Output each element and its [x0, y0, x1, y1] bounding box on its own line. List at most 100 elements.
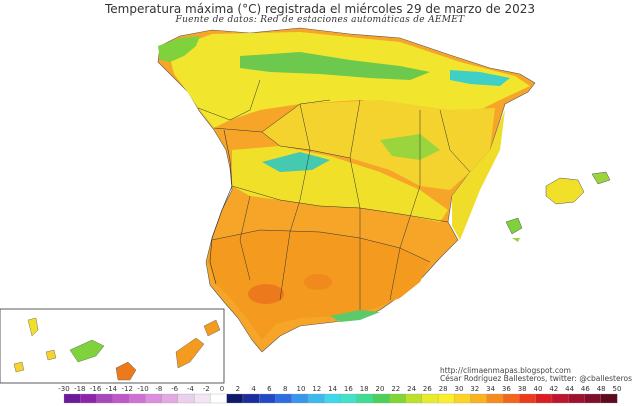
colorbar-segment [210, 393, 228, 404]
colorbar-tick-label: 12 [312, 385, 322, 393]
colorbar-segment [454, 393, 472, 404]
colorbar-tick-label: 24 [407, 385, 417, 393]
mallorca-island [545, 177, 585, 205]
colorbar-tick-label: 10 [296, 385, 306, 393]
colorbar-segment [177, 393, 195, 404]
colorbar-segment [584, 393, 602, 404]
colorbar-segment [372, 393, 390, 404]
lanzarote-island [203, 319, 221, 337]
colorbar-segment [470, 393, 488, 404]
fuerteventura-island [175, 337, 205, 369]
ibiza-island [505, 217, 523, 235]
colorbar-segment [389, 393, 407, 404]
colorbar-segment [535, 393, 553, 404]
colorbar-segment [80, 393, 97, 404]
colorbar-tick-label: 6 [267, 385, 272, 393]
iberico-green-zone [380, 134, 440, 160]
pyrenees-cyan-zone [450, 70, 510, 86]
jaen-hot-spot [304, 274, 332, 290]
cantabria-green-coast [240, 52, 430, 80]
colorbar-tick-label: 0 [219, 385, 225, 393]
colorbar-tick-label: 46 [580, 385, 590, 393]
east-coast-yellow [452, 110, 505, 240]
colorbar-tick-label: 8 [282, 385, 288, 393]
colorbar-segment [63, 393, 81, 404]
colorbar-tick-label: -10 [137, 385, 149, 393]
colorbar-tick-label: 50 [612, 385, 622, 393]
formentera-island [512, 238, 520, 242]
colorbar-tick-label: -30 [58, 385, 70, 393]
la-gomera-island [45, 349, 57, 361]
credits-url[interactable]: http://climaenmapas.blogspot.com [440, 366, 571, 375]
colorbar-segment [340, 393, 358, 404]
colorbar-tick-label: 28 [438, 385, 448, 393]
tenerife-island [69, 339, 105, 363]
province-borders [197, 79, 471, 310]
colorbar-tick-label: -18 [74, 385, 86, 393]
colorbar-segment [356, 393, 374, 404]
colorbar-tick-label: -6 [171, 385, 179, 393]
colorbar-segment [259, 393, 276, 404]
colorbar-segment [161, 393, 179, 404]
credits-block: http://climaenmapas.blogspot.com César R… [440, 367, 640, 383]
guadalquivir-hot-spot [248, 284, 284, 304]
colorbar-tick-label: 48 [596, 385, 606, 393]
colorbar-tick-label: 18 [359, 385, 369, 393]
colorbar-tick-label: 4 [251, 385, 256, 393]
colorbar-tick-label: -12 [121, 385, 133, 393]
colorbar-tick-label: 40 [533, 385, 543, 393]
colorbar-tick-label: -16 [89, 385, 102, 393]
colorbar-segment [112, 393, 130, 404]
colorbar-segment [324, 393, 341, 404]
colorbar-segment [307, 393, 325, 404]
credits-author: César Rodríguez Ballesteros, twitter: @c… [440, 374, 632, 383]
galicia-green-coast [158, 36, 200, 62]
colorbar-segment [275, 393, 293, 404]
colorbar-segment [551, 393, 569, 404]
colorbar-segment [519, 393, 537, 404]
gran-canaria-island [115, 361, 137, 381]
colorbar-tick-label: -2 [202, 385, 210, 393]
colorbar-segment [242, 393, 260, 404]
colorbar-segment [405, 393, 423, 404]
la-palma-island [27, 317, 39, 337]
colorbar-segment [226, 393, 244, 404]
nevada-green-zone [330, 310, 380, 322]
colorbar-tick-label: -14 [105, 385, 118, 393]
colorbar-tick-label: 14 [328, 385, 338, 393]
colorbar-tick-label: 26 [422, 385, 432, 393]
colorbar-segment [96, 393, 114, 404]
colorbar-tick-label: 2 [235, 385, 241, 393]
colorbar-tick-label: 36 [501, 385, 511, 393]
colorbar-segment [486, 393, 504, 404]
map-title: Temperatura máxima (°C) registrada el mi… [104, 2, 535, 16]
colorbar-segment [128, 393, 146, 404]
colorbar-tick-label: 32 [470, 385, 480, 393]
colorbar-segment [502, 393, 520, 404]
temperature-colorbar [63, 393, 618, 404]
colorbar-segment [193, 393, 211, 404]
colorbar-segment [421, 393, 439, 404]
map-source: Fuente de datos: Red de estaciones autom… [175, 15, 465, 25]
colorbar-segment [437, 393, 455, 404]
menorca-island [591, 171, 611, 185]
el-hierro-island [13, 361, 25, 373]
portugal-border [209, 129, 233, 285]
colorbar-tick-label: 30 [454, 385, 464, 393]
colorbar-segment [600, 393, 618, 404]
colorbar-segment [291, 393, 309, 404]
colorbar-segment [145, 393, 163, 404]
colorbar-segment [568, 393, 585, 404]
colorbar-tick-label: -8 [155, 385, 163, 393]
ebro-yellow-zone [262, 100, 495, 190]
colorbar-tick-label: 44 [565, 385, 575, 393]
colorbar-tick-label: 20 [375, 385, 385, 393]
colorbar-tick-label: -4 [186, 385, 194, 393]
colorbar-tick-label: 16 [343, 385, 353, 393]
colorbar-tick-label: 42 [549, 385, 559, 393]
colorbar-tick-label: 38 [517, 385, 527, 393]
sierra-cyan-zone [262, 152, 330, 172]
colorbar-tick-label: 34 [486, 385, 496, 393]
colorbar-tick-label: 22 [391, 385, 401, 393]
